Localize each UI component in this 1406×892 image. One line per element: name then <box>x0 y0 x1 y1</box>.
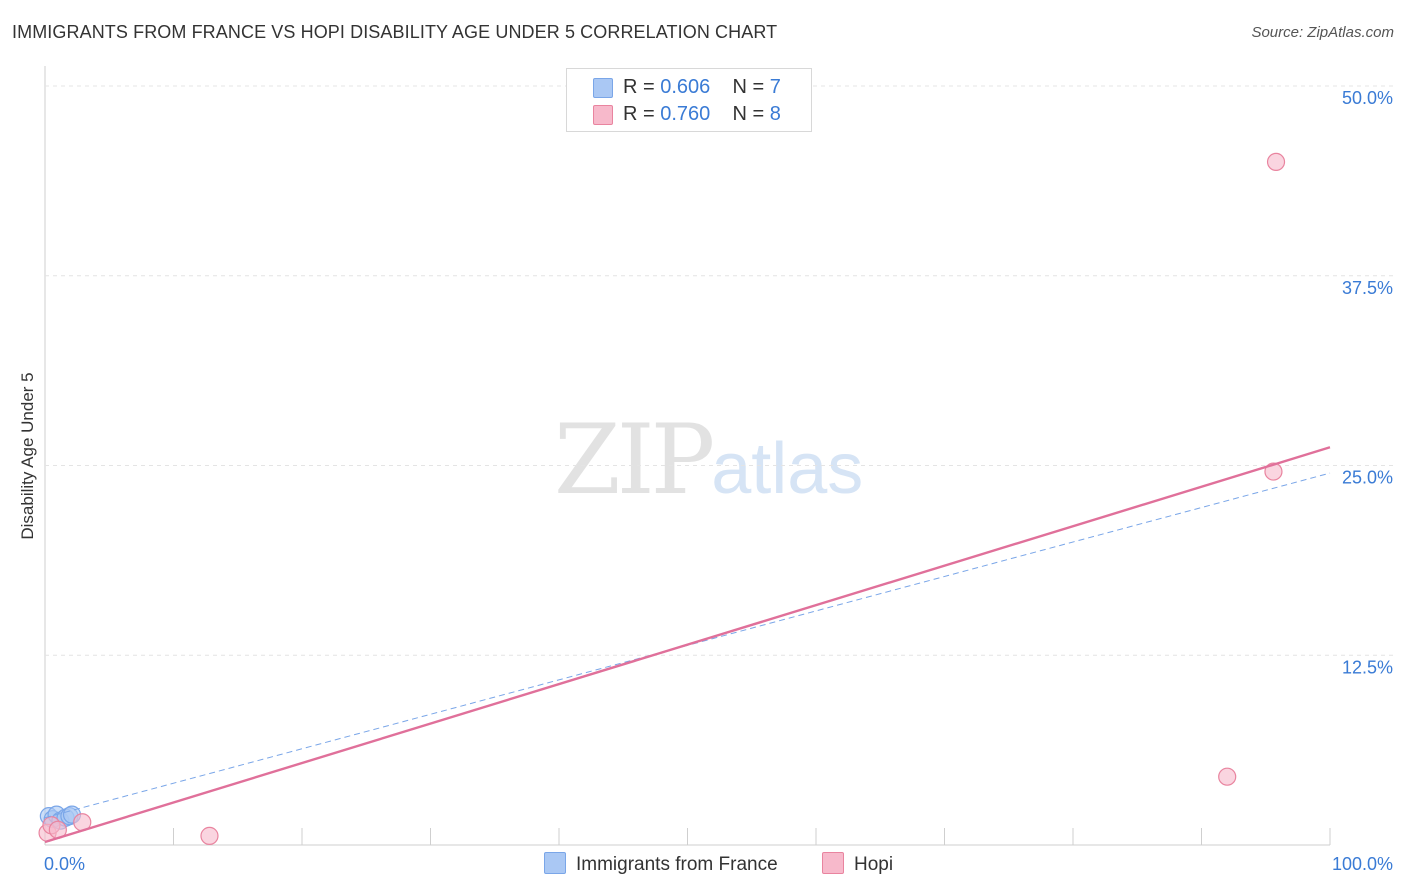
chart-title: IMMIGRANTS FROM FRANCE VS HOPI DISABILIT… <box>12 22 778 42</box>
bottom-legend-label-hopi: Hopi <box>854 854 894 875</box>
hopi-point <box>1264 462 1283 481</box>
watermark-zip: ZIP <box>554 404 715 516</box>
legend-n-value: 8 <box>769 103 781 125</box>
legend-r-label: R = <box>623 76 655 98</box>
legend-swatch-france <box>593 78 613 98</box>
legend-n-value: 7 <box>769 76 781 98</box>
x-tick-label: 100.0% <box>1332 854 1393 874</box>
x-tick-label: 0.0% <box>44 854 85 874</box>
source-credit: Source: ZipAtlas.com <box>1251 24 1394 41</box>
y-tick-label: 37.5% <box>1342 278 1393 298</box>
y-tick-label: 12.5% <box>1342 657 1393 677</box>
bottom-legend-swatch-hopi <box>822 852 844 874</box>
legend-n-label: N = <box>732 103 765 125</box>
y-tick-label: 25.0% <box>1342 468 1393 488</box>
y-tick-label: 50.0% <box>1342 88 1393 108</box>
hopi-point <box>200 826 219 845</box>
correlation-legend: R = 0.606 N = 7 R = 0.760 N = 8 <box>566 68 812 132</box>
legend-r-value: 0.606 <box>660 76 711 98</box>
hopi-trend-line <box>44 446 1331 844</box>
bottom-legend-france[interactable]: Immigrants from France <box>544 852 778 876</box>
legend-swatch-hopi <box>593 105 613 125</box>
bottom-legend-swatch-france <box>544 852 566 874</box>
legend-r-label: R = <box>623 103 655 125</box>
hopi-point <box>1218 767 1237 786</box>
legend-r-value: 0.760 <box>660 103 711 125</box>
hopi-point <box>1266 152 1286 171</box>
watermark-atlas: atlas <box>711 429 864 509</box>
bottom-legend-label-france: Immigrants from France <box>576 854 778 875</box>
bottom-legend-hopi[interactable]: Hopi <box>822 852 893 876</box>
legend-n-label: N = <box>732 76 765 98</box>
watermark: ZIPatlas <box>554 404 863 516</box>
